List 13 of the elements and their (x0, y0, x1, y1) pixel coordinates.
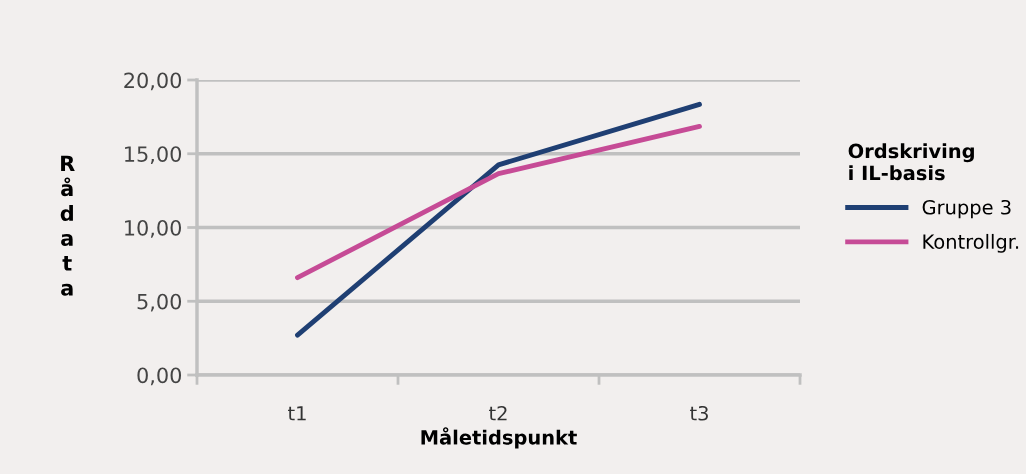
y-axis-title: Rådata (60, 155, 75, 296)
x-tick-label: t3 (690, 405, 708, 421)
y-tick-label: 20,00 (124, 72, 182, 91)
y-tick-label: 15,00 (125, 146, 182, 165)
x-tick-label: t2 (489, 405, 507, 421)
x-axis-title: Måletidspunkt (421, 427, 577, 449)
x-tick-label: t1 (288, 406, 306, 421)
legend-title: Ordskriving i IL-basis (848, 143, 974, 181)
y-tick-label: 5,00 (137, 293, 182, 312)
legend-label: Kontrollgr. (923, 233, 1019, 253)
legend-label: Gruppe 3 (922, 199, 1011, 219)
y-tick-label: 10,00 (125, 219, 182, 238)
y-tick-label: 0,00 (137, 367, 182, 386)
